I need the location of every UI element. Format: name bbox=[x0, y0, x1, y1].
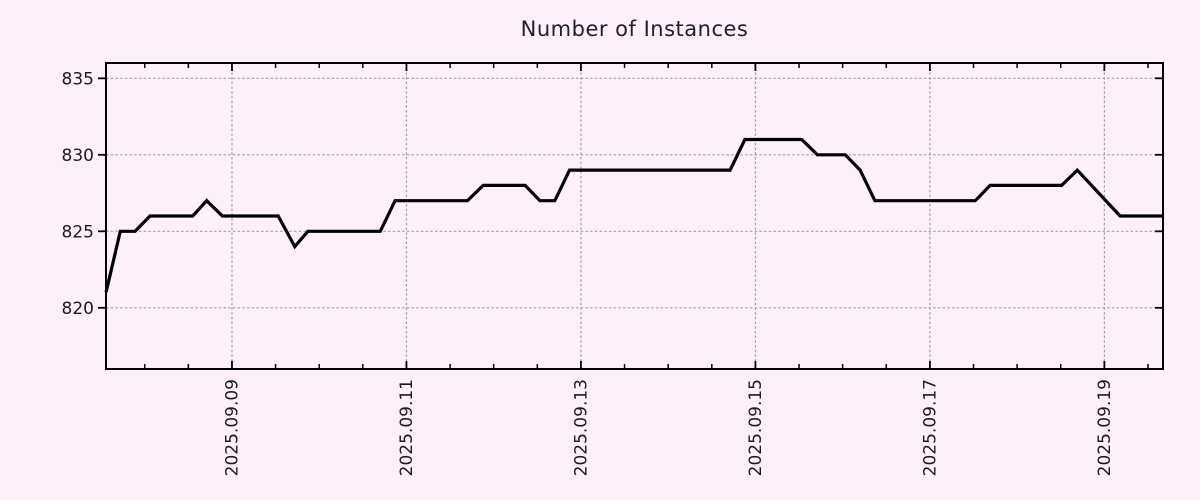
y-tick-label: 835 bbox=[62, 69, 94, 89]
y-tick-label: 825 bbox=[62, 222, 94, 242]
x-tick-label: 2025.09.09 bbox=[222, 379, 242, 476]
y-tick-label: 820 bbox=[62, 299, 94, 319]
x-tick-label: 2025.09.15 bbox=[746, 379, 766, 476]
x-tick-label: 2025.09.19 bbox=[1095, 379, 1115, 476]
series-line-instances bbox=[104, 137, 1163, 293]
y-tick-label: 830 bbox=[62, 146, 94, 166]
x-tick-label: 2025.09.11 bbox=[397, 379, 417, 476]
x-tick-label: 2025.09.17 bbox=[920, 379, 940, 476]
x-tick-label: 2025.09.13 bbox=[571, 379, 591, 476]
chart-title: Number of Instances bbox=[520, 17, 749, 41]
